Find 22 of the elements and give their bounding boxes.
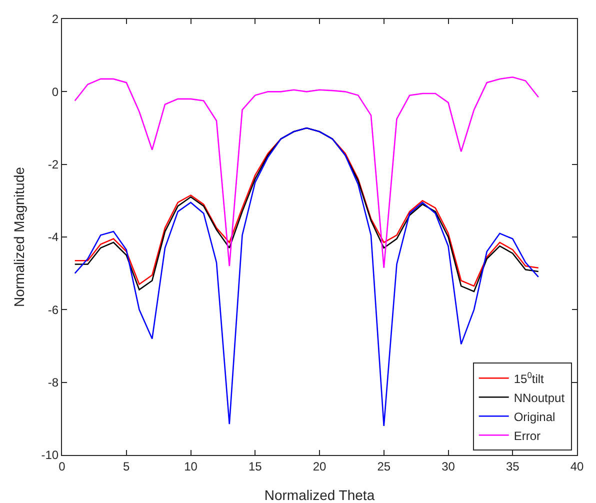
legend-label: Original bbox=[514, 410, 556, 424]
x-axis-title: Normalized Theta bbox=[264, 487, 375, 503]
x-tick-label: 20 bbox=[312, 459, 326, 474]
line-series bbox=[74, 76, 540, 269]
y-tick-label: -2 bbox=[48, 158, 59, 172]
x-tick-label: 30 bbox=[442, 459, 456, 474]
y-tick-label: 2 bbox=[52, 12, 59, 26]
x-tick-label: 5 bbox=[123, 459, 130, 474]
x-tick-label: 25 bbox=[377, 459, 391, 474]
x-tick-label: 10 bbox=[184, 459, 198, 474]
y-tick-label: -8 bbox=[48, 376, 59, 390]
legend-label: Error bbox=[514, 428, 541, 443]
y-tick-label: -10 bbox=[41, 448, 59, 462]
x-tick-label: 15 bbox=[248, 459, 262, 474]
legend-label: NNoutput bbox=[514, 390, 566, 405]
x-tick-label: 40 bbox=[570, 459, 584, 474]
legend-label: 15$^{0}$tilt bbox=[514, 370, 545, 386]
x-tick-label: 35 bbox=[506, 459, 520, 474]
y-axis-title: Normalized Magnitude bbox=[11, 166, 27, 308]
y-tick-label: -4 bbox=[48, 230, 59, 244]
y-tick-label: -6 bbox=[48, 302, 59, 317]
y-tick-label: 0 bbox=[52, 84, 59, 99]
